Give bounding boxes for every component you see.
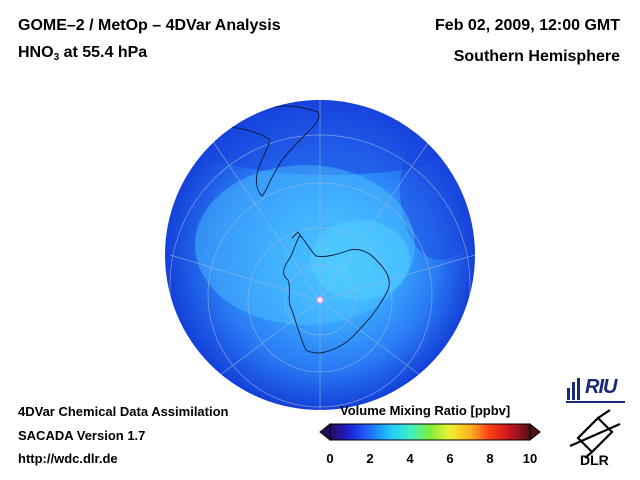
south-pole-marker — [316, 296, 324, 304]
colorbar-underflow-arrow — [319, 422, 331, 442]
footer-url[interactable]: http://wdc.dlr.de — [18, 451, 118, 466]
dlr-logo-text: DLR — [580, 452, 609, 468]
title-line-1: GOME–2 / MetOp – 4DVar Analysis — [18, 17, 281, 34]
colorbar-tick-2: 2 — [366, 451, 374, 466]
coastlines — [213, 105, 390, 354]
colorbar-overflow-arrow — [529, 422, 541, 442]
species-subscript: 3 — [53, 52, 60, 63]
data-field — [165, 100, 475, 325]
colorbar-tick-4: 4 — [406, 451, 414, 466]
datetime-label: Feb 02, 2009, 12:00 GMT — [435, 17, 620, 34]
graticule — [169, 100, 475, 410]
colorbar-title: Volume Mixing Ratio [ppbv] — [340, 403, 511, 418]
colorbar-tick-10: 10 — [522, 451, 538, 466]
colorbar-tick-8: 8 — [486, 451, 494, 466]
title-line-2: HNO3 at 55.4 hPa — [18, 44, 147, 63]
dlr-logo-mark — [569, 409, 621, 459]
hemisphere-label: Southern Hemisphere — [453, 48, 620, 65]
pressure-level: at 55.4 hPa — [59, 44, 148, 61]
footer-line-1: 4DVar Chemical Data Assimilation — [18, 404, 229, 419]
riu-logo-text: RIU — [585, 376, 617, 398]
species-name: HNO — [18, 44, 54, 61]
riu-logo-mark — [566, 378, 625, 403]
footer-line-2: SACADA Version 1.7 — [18, 428, 146, 443]
colorbar-tick-0: 0 — [326, 451, 334, 466]
colorbar-tick-6: 6 — [446, 451, 454, 466]
colorbar — [319, 422, 541, 442]
colorbar-scale — [329, 423, 531, 441]
